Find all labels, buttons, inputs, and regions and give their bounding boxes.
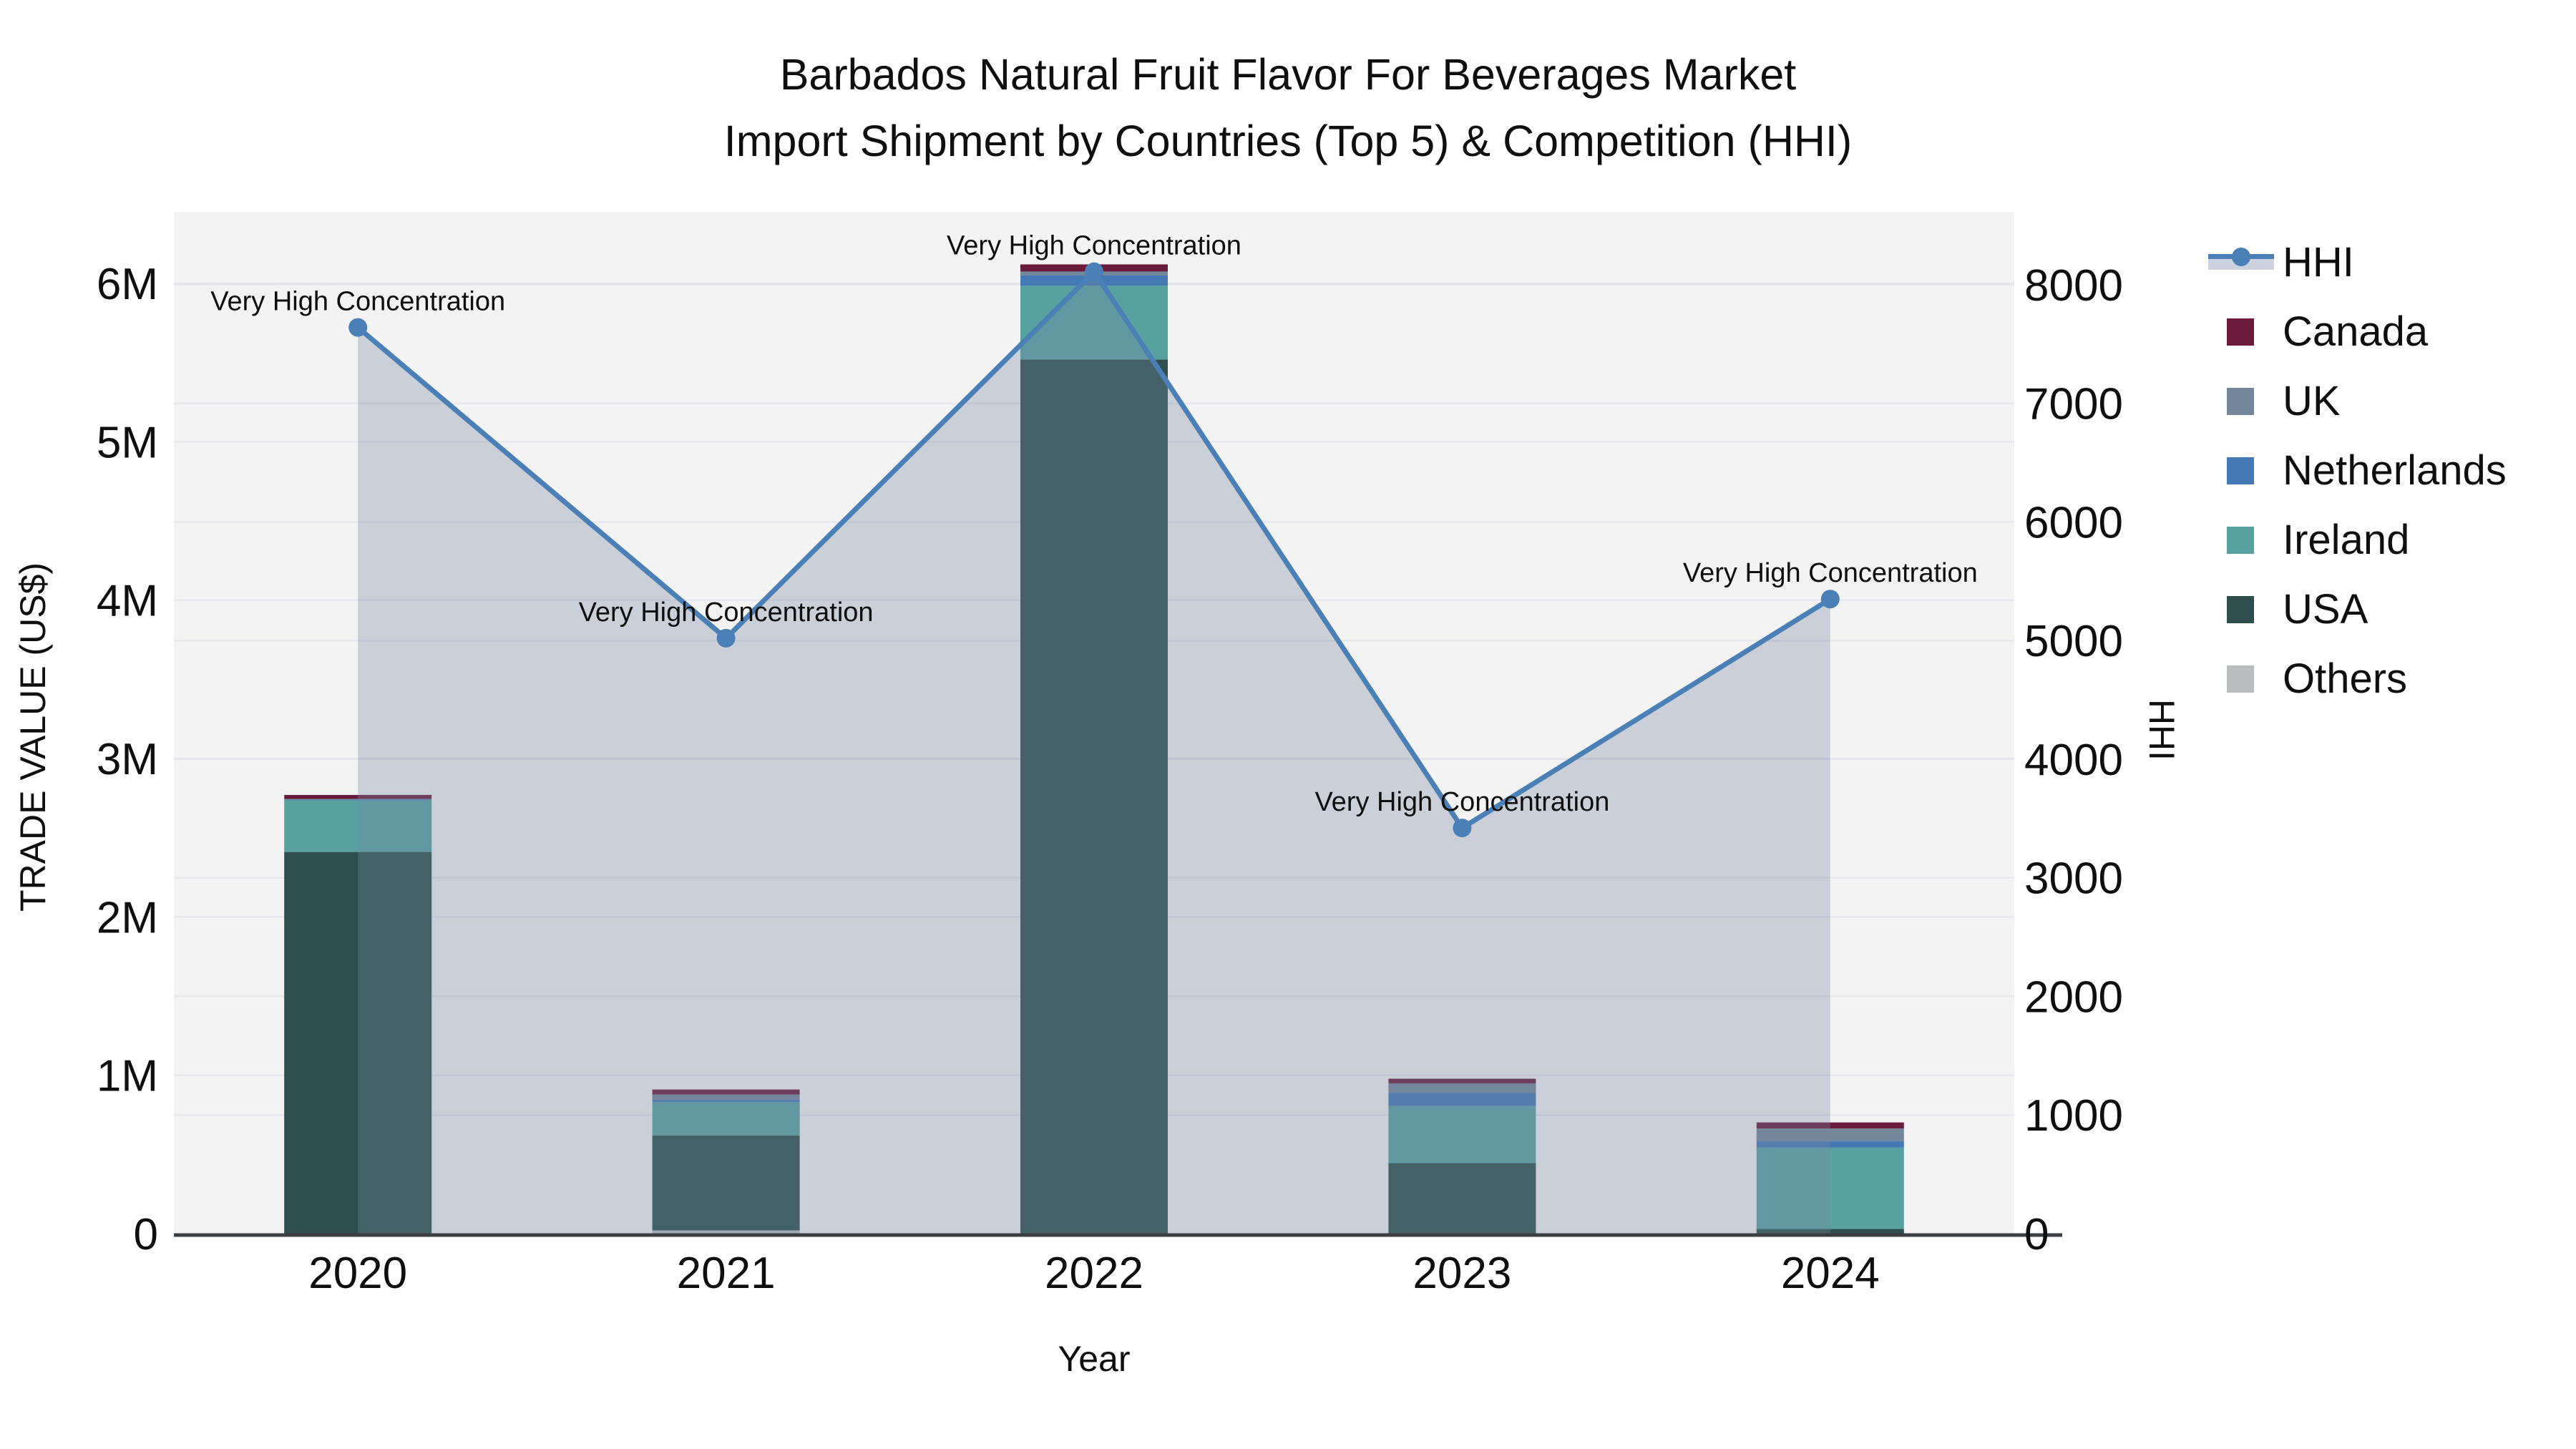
bar-segment-uk-2024[interactable] (1756, 1128, 1904, 1141)
y-right-tick-3000: 3000 (2024, 854, 2123, 904)
hhi-marker-2024[interactable] (1820, 590, 1840, 609)
bar-segment-usa-2023[interactable] (1388, 1163, 1536, 1234)
bar-segment-netherlands-2023[interactable] (1388, 1093, 1536, 1106)
chart-title-line1: Barbados Natural Fruit Flavor For Bevera… (779, 50, 1797, 99)
annotation-2023: Very High Concentration (1314, 787, 1609, 817)
annotation-2024: Very High Concentration (1683, 558, 1978, 588)
x-tick-2020: 2020 (308, 1249, 407, 1298)
annotation-2022: Very High Concentration (947, 231, 1241, 261)
legend-item-ireland[interactable]: Ireland (2208, 505, 2507, 575)
legend-label-usa: USA (2283, 586, 2368, 633)
y-left-tick-3M: 3M (97, 735, 158, 784)
legend-label-hhi: HHI (2283, 239, 2354, 286)
bar-segment-canada-2024[interactable] (1756, 1122, 1904, 1129)
bar-segment-others-2021[interactable] (652, 1230, 800, 1234)
legend-label-ireland: Ireland (2283, 517, 2410, 563)
legend-item-usa[interactable]: USA (2208, 575, 2507, 644)
y-right-tick-6000: 6000 (2024, 498, 2123, 547)
x-tick-2021: 2021 (677, 1249, 776, 1298)
legend: HHI Canada UK Netherlands Ireland USA Others (2208, 228, 2507, 713)
bar-segment-uk-2023[interactable] (1388, 1083, 1536, 1093)
legend-item-canada[interactable]: Canada (2208, 297, 2507, 366)
bar-segment-netherlands-2021[interactable] (652, 1099, 800, 1103)
bar-segment-canada-2020[interactable] (284, 794, 432, 799)
bar-segment-canada-2021[interactable] (652, 1089, 800, 1095)
hhi-marker-2022[interactable] (1085, 262, 1103, 281)
legend-item-uk[interactable]: UK (2208, 366, 2507, 436)
bar-segment-ireland-2020[interactable] (284, 800, 432, 852)
legend-label-canada: Canada (2283, 308, 2429, 355)
y-right-tick-2000: 2000 (2024, 972, 2123, 1022)
bar-segment-netherlands-2020[interactable] (284, 799, 432, 801)
bar-segment-usa-2020[interactable] (284, 852, 432, 1234)
y-left-axis-title: TRADE VALUE (US$) (13, 562, 53, 912)
legend-item-hhi[interactable]: HHI (2208, 228, 2507, 297)
hhi-marker-2023[interactable] (1453, 819, 1472, 838)
legend-swatch-icon (2208, 387, 2283, 416)
legend-label-uk: UK (2283, 378, 2341, 424)
annotation-2020: Very High Concentration (210, 287, 505, 317)
hhi-area-fill (358, 271, 1830, 1234)
y-left-tick-5M: 5M (97, 418, 158, 467)
legend-swatch-icon (2208, 318, 2283, 346)
bar-segment-usa-2024[interactable] (1756, 1229, 1904, 1234)
bar-segment-netherlands-2024[interactable] (1756, 1141, 1904, 1148)
legend-line-sample-icon (2208, 247, 2283, 277)
annotation-2021: Very High Concentration (579, 597, 874, 628)
bar-segment-usa-2021[interactable] (652, 1135, 800, 1231)
legend-label-others: Others (2283, 655, 2408, 702)
x-axis-title: Year (1058, 1339, 1130, 1379)
bar-segment-canada-2023[interactable] (1388, 1078, 1536, 1084)
y-right-tick-5000: 5000 (2024, 617, 2123, 666)
hhi-marker-2020[interactable] (348, 318, 368, 337)
y-right-tick-7000: 7000 (2024, 380, 2123, 429)
legend-swatch-icon (2208, 595, 2283, 624)
y-left-tick-6M: 6M (97, 260, 158, 309)
x-tick-2023: 2023 (1413, 1249, 1511, 1298)
x-tick-2022: 2022 (1045, 1249, 1143, 1298)
chart-title-line2: Import Shipment by Countries (Top 5) & C… (723, 117, 1853, 165)
legend-label-netherlands: Netherlands (2283, 447, 2507, 494)
y-right-tick-1000: 1000 (2024, 1091, 2123, 1141)
chart-title: Barbados Natural Fruit Flavor For Bevera… (0, 42, 2576, 175)
y-left-tick-4M: 4M (97, 577, 158, 626)
y-right-tick-0: 0 (2024, 1210, 2049, 1259)
bar-segment-ireland-2021[interactable] (652, 1102, 800, 1136)
y-right-tick-8000: 8000 (2024, 261, 2123, 311)
bar-segment-uk-2021[interactable] (652, 1094, 800, 1100)
y-left-tick-1M: 1M (97, 1052, 158, 1101)
bar-segment-usa-2022[interactable] (1020, 359, 1168, 1234)
legend-swatch-icon (2208, 665, 2283, 693)
x-tick-2024: 2024 (1781, 1249, 1880, 1298)
legend-item-netherlands[interactable]: Netherlands (2208, 436, 2507, 505)
y-left-tick-2M: 2M (97, 893, 158, 942)
legend-swatch-icon (2208, 457, 2283, 485)
y-right-tick-4000: 4000 (2024, 736, 2123, 785)
bar-segment-ireland-2023[interactable] (1388, 1106, 1536, 1163)
hhi-marker-2021[interactable] (716, 628, 736, 648)
legend-item-others[interactable]: Others (2208, 644, 2507, 713)
bar-segment-ireland-2024[interactable] (1756, 1147, 1904, 1229)
y-right-axis-title: HHI (2142, 699, 2182, 761)
legend-swatch-icon (2208, 526, 2283, 555)
y-left-tick-0: 0 (134, 1210, 158, 1259)
